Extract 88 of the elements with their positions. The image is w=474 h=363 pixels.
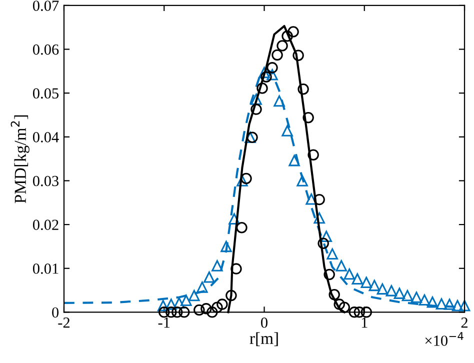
point: [394, 288, 406, 299]
y-tick-label: 0.01: [32, 264, 58, 274]
point: [260, 71, 272, 82]
point: [326, 248, 338, 260]
point: [200, 303, 212, 314]
point: [308, 149, 319, 160]
point: [360, 276, 372, 288]
point: [334, 298, 345, 310]
point: [230, 263, 242, 274]
x-tick-label: 2: [461, 318, 468, 328]
point: [302, 112, 314, 124]
point: [256, 82, 268, 94]
point: [292, 50, 304, 62]
y-tick-label: 0.02: [32, 220, 58, 230]
x-tick-label: 0: [261, 317, 268, 328]
point: [212, 302, 223, 313]
x-tick-label: -1: [158, 318, 170, 328]
y-tick-label: 0.04: [32, 132, 59, 142]
point: [444, 298, 456, 310]
point: [266, 62, 278, 74]
point: [236, 175, 248, 186]
point: [426, 296, 438, 308]
point: [274, 95, 285, 107]
point: [282, 30, 293, 42]
y-tick-label: 0: [52, 307, 59, 318]
point: [212, 260, 223, 272]
point: [336, 260, 347, 272]
point: [282, 125, 293, 136]
text: ×10$^{−4}$: [425, 332, 464, 346]
point: [236, 222, 248, 234]
y-tick-label: 0.03: [32, 176, 59, 186]
x-axis-title: r[m]: [250, 332, 278, 346]
point: [206, 306, 218, 318]
point: [376, 283, 388, 295]
point: [328, 289, 340, 300]
point: [166, 306, 177, 318]
point: [314, 194, 325, 206]
point: [166, 298, 177, 310]
point: [338, 302, 350, 313]
point: [360, 306, 372, 318]
point: [410, 292, 422, 303]
point: [240, 172, 252, 184]
point: [436, 298, 448, 310]
point: [194, 304, 205, 316]
y-axis-title: PMD[kg/m$^{2}$]: [10, 115, 30, 204]
point: [402, 290, 414, 302]
point: [158, 306, 170, 318]
point: [288, 154, 300, 166]
point: [452, 300, 464, 312]
point: [172, 306, 183, 318]
point: [226, 290, 237, 302]
point: [318, 238, 329, 250]
point: [276, 40, 288, 52]
point: [324, 268, 335, 280]
x-tick-label: -2: [58, 318, 70, 328]
point: [174, 297, 185, 309]
point: [178, 306, 190, 318]
point: [458, 300, 470, 312]
point: [266, 69, 278, 80]
point: [314, 212, 325, 224]
y-tick-label: 0.07: [32, 0, 59, 11]
point: [354, 306, 366, 318]
point: [306, 194, 317, 205]
x-tick-label: 1: [362, 318, 368, 328]
point: [220, 240, 232, 252]
point: [352, 273, 364, 285]
point: [196, 282, 208, 293]
point: [258, 66, 270, 78]
point: [272, 49, 283, 61]
point: [320, 230, 332, 242]
point: [288, 26, 299, 38]
point: [216, 298, 228, 310]
point: [296, 175, 308, 186]
point: [204, 272, 215, 283]
point: [368, 280, 380, 292]
point: [298, 84, 309, 95]
y-tick-label: 0.05: [32, 88, 59, 99]
point: [157, 300, 169, 312]
point: [250, 104, 262, 115]
point: [418, 294, 430, 306]
point: [250, 94, 262, 105]
point: [386, 285, 398, 296]
point: [348, 306, 360, 318]
point: [228, 213, 240, 224]
point: [188, 290, 200, 302]
point: [344, 268, 355, 280]
y-tick-label: 0.06: [32, 44, 59, 55]
point: [180, 294, 192, 306]
